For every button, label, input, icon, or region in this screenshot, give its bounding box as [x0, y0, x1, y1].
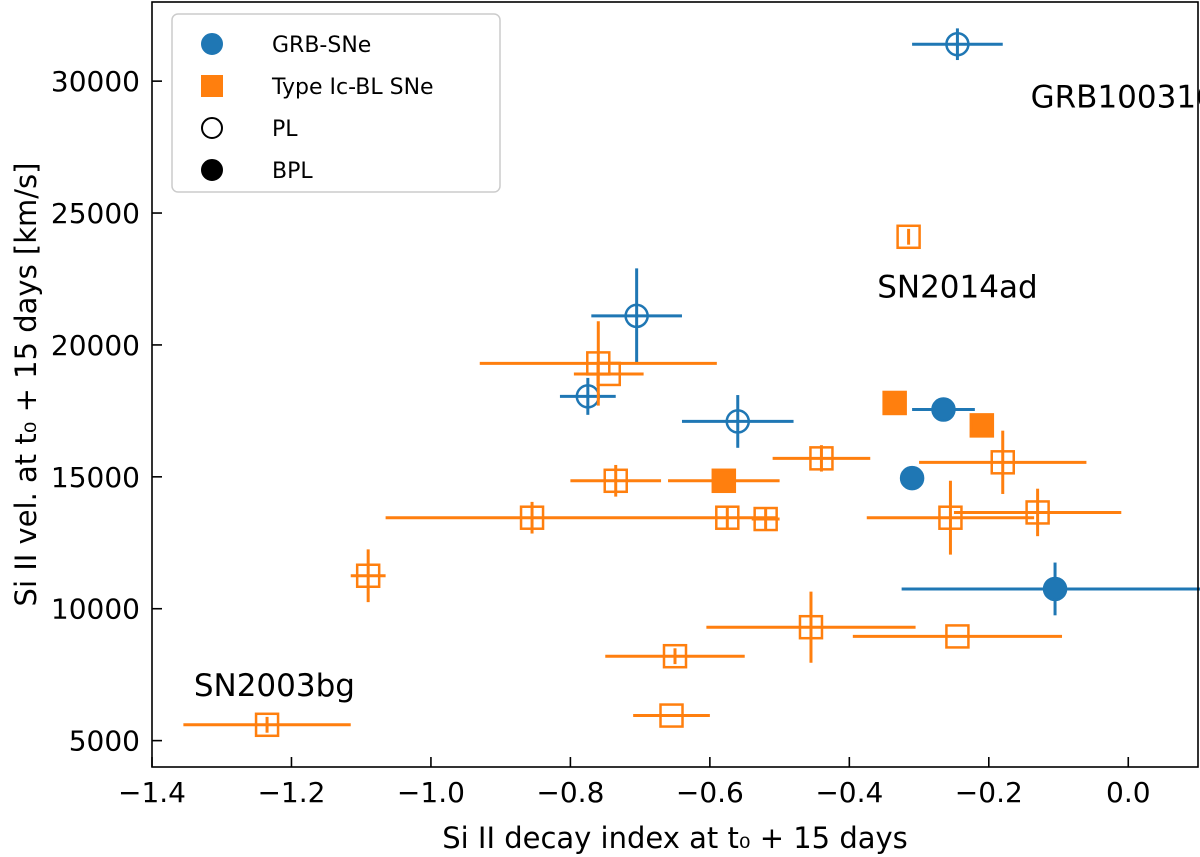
- circle-marker: [725, 409, 751, 434]
- square-marker: [659, 703, 684, 728]
- data-point: [570, 464, 662, 497]
- annotation-label: SN2014ad: [877, 269, 1037, 305]
- data-point: [866, 480, 1035, 555]
- legend-label: PL: [272, 117, 298, 142]
- square-marker: [1025, 500, 1050, 525]
- circle-marker: [945, 31, 970, 57]
- series-type-ic-bl-sne: [183, 224, 1122, 738]
- square-marker: [969, 413, 995, 438]
- data-point: [183, 712, 351, 738]
- data-point: [912, 397, 975, 422]
- data-point: [350, 549, 386, 603]
- data-points-layer: [183, 28, 1200, 738]
- x-tick-label: −1.2: [257, 776, 325, 809]
- x-tick-label: −0.2: [955, 776, 1023, 809]
- legend-marker: [201, 117, 223, 139]
- square-marker: [938, 505, 963, 530]
- x-tick-label: 0.0: [1106, 776, 1151, 809]
- x-tick-label: −0.8: [536, 776, 604, 809]
- y-axis-label: Si II vel. at t₀ + 15 days [km/s]: [9, 163, 43, 607]
- annotation-label: SN2003bg: [194, 668, 355, 704]
- legend-marker: [201, 159, 223, 181]
- data-point: [681, 395, 794, 448]
- square-marker: [596, 361, 622, 387]
- data-point: [706, 591, 916, 663]
- circle-marker: [1042, 576, 1068, 602]
- circle-marker: [931, 397, 956, 422]
- data-point: [899, 465, 925, 491]
- legend-label: BPL: [272, 159, 313, 184]
- data-point: [591, 268, 682, 364]
- square-marker: [809, 446, 834, 471]
- y-tick-label: 5000: [69, 725, 140, 758]
- data-point: [573, 361, 644, 387]
- series-grb-sne: [559, 28, 1200, 616]
- plot-frame: [151, 1, 1199, 768]
- legend-marker: [201, 75, 223, 97]
- annotations: GRB100316D-SN2010bh SN2014ad SN2003bg: [194, 80, 1200, 704]
- data-point: [772, 445, 871, 472]
- legend: GRB-SNe Type Ic-BL SNe PL BPL: [171, 13, 501, 193]
- x-tick-label: −1.4: [118, 776, 186, 809]
- square-marker: [715, 505, 740, 530]
- data-point: [668, 468, 780, 494]
- circle-marker: [624, 303, 649, 329]
- x-axis-label: Si II decay index at t₀ + 15 days: [442, 821, 908, 855]
- data-point: [953, 488, 1122, 537]
- legend-marker: [201, 33, 223, 55]
- square-marker: [603, 468, 628, 494]
- annotation-label: GRB100316D-SN2010bh: [1031, 80, 1200, 116]
- square-marker: [896, 224, 921, 250]
- axis-ticks: −1.4 −1.2 −1.0 −0.8 −0.6 −0.4 −0.2 0.0 5000 10000…: [51, 65, 1151, 809]
- data-point: [605, 643, 745, 669]
- y-tick-label: 10000: [51, 593, 140, 626]
- data-point: [882, 390, 907, 416]
- square-marker: [519, 505, 545, 530]
- square-marker: [254, 712, 280, 738]
- square-marker: [798, 614, 824, 640]
- y-tick-label: 15000: [51, 461, 140, 494]
- legend-label: Type Ic-BL SNe: [271, 75, 434, 100]
- square-marker: [945, 624, 970, 649]
- x-tick-label: −1.0: [397, 776, 465, 809]
- x-tick-label: −0.6: [676, 776, 744, 809]
- circle-marker: [899, 465, 925, 491]
- square-marker: [711, 468, 737, 494]
- square-marker: [355, 563, 381, 588]
- data-point: [385, 501, 679, 534]
- square-marker: [882, 390, 907, 416]
- x-tick-label: −0.4: [815, 776, 883, 809]
- data-point: [912, 28, 1003, 61]
- legend-label: GRB-SNe: [272, 33, 371, 58]
- legend-box: [171, 13, 501, 193]
- square-marker: [990, 450, 1015, 475]
- y-tick-label: 20000: [51, 329, 140, 362]
- data-point: [852, 624, 1063, 649]
- data-point: [559, 377, 616, 415]
- square-marker: [753, 506, 778, 532]
- data-point: [901, 562, 1200, 616]
- data-point: [919, 430, 1087, 494]
- data-point: [633, 703, 710, 728]
- y-tick-label: 30000: [51, 65, 140, 98]
- square-marker: [662, 643, 688, 669]
- data-point: [751, 506, 780, 532]
- y-tick-label: 25000: [51, 197, 140, 230]
- data-point: [896, 224, 921, 250]
- data-point: [969, 413, 995, 438]
